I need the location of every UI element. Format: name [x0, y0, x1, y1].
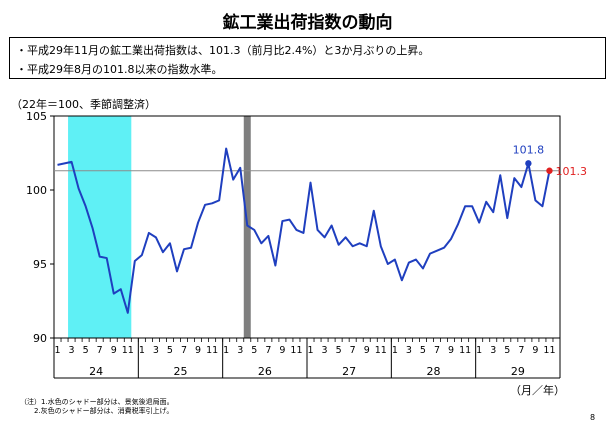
- month-tick-label: 11: [459, 345, 471, 356]
- month-tick-label: 9: [111, 345, 117, 356]
- month-tick-label: 9: [279, 345, 285, 356]
- year-label: 28: [427, 365, 441, 378]
- month-tick-label: 3: [153, 345, 159, 356]
- y-tick-label: 90: [33, 332, 47, 345]
- month-tick-label: 1: [223, 345, 229, 356]
- month-tick-label: 11: [122, 345, 134, 356]
- consumption-tax-shade: [243, 116, 251, 338]
- peak-value-label: 101.8: [513, 143, 545, 156]
- month-tick-label: 9: [448, 345, 454, 356]
- page-title: 鉱工業出荷指数の動向: [222, 13, 393, 33]
- year-label: 24: [89, 365, 103, 378]
- month-tick-label: 1: [54, 345, 60, 356]
- x-axis-label: （月／年）: [510, 383, 565, 397]
- month-tick-label: 5: [167, 345, 173, 356]
- month-tick-label: 7: [518, 345, 524, 356]
- month-tick-label: 11: [206, 345, 218, 356]
- year-label: 29: [511, 365, 525, 378]
- month-tick-label: 11: [543, 345, 555, 356]
- month-tick-label: 7: [350, 345, 356, 356]
- month-tick-label: 7: [265, 345, 271, 356]
- month-tick-label: 5: [83, 345, 89, 356]
- month-tick-label: 1: [139, 345, 145, 356]
- summary-bullet-1: ・平成29年11月の鉱工業出荷指数は、101.3（前月比2.4%）と3か月ぶりの…: [16, 44, 430, 57]
- month-tick-label: 7: [434, 345, 440, 356]
- series-line: [57, 147, 551, 314]
- footnote-2: 2.灰色のシャドー部分は、消費税率引上げ。: [34, 407, 174, 415]
- month-tick-label: 9: [532, 345, 538, 356]
- month-tick-label: 1: [392, 345, 398, 356]
- year-label: 26: [258, 365, 272, 378]
- month-tick-label: 9: [195, 345, 201, 356]
- summary-box: ・平成29年11月の鉱工業出荷指数は、101.3（前月比2.4%）と3か月ぶりの…: [9, 37, 606, 79]
- latest-value-label: 101.3: [555, 165, 587, 178]
- recession-shade: [68, 116, 132, 338]
- summary-bullet-2: ・平成29年8月の101.8以来の指数水準。: [16, 63, 223, 76]
- peak-marker: [525, 160, 532, 167]
- month-tick-label: 7: [97, 345, 103, 356]
- page-number: 8: [590, 413, 596, 422]
- month-tick-label: 5: [251, 345, 257, 356]
- month-tick-label: 5: [420, 345, 426, 356]
- month-tick-label: 3: [69, 345, 75, 356]
- month-tick-label: 3: [490, 345, 496, 356]
- footnote-1: （注）1.水色のシャドー部分は、景気後退局面。: [20, 398, 174, 406]
- month-tick-label: 3: [237, 345, 243, 356]
- unit-note: （22年＝100、季節調整済）: [11, 98, 156, 111]
- y-tick-label: 105: [26, 110, 47, 123]
- month-tick-label: 1: [307, 345, 313, 356]
- year-label: 27: [342, 365, 356, 378]
- latest-marker: [546, 167, 553, 174]
- month-tick-label: 11: [290, 345, 302, 356]
- month-tick-label: 5: [504, 345, 510, 356]
- y-tick-label: 95: [33, 258, 47, 271]
- month-tick-label: 3: [322, 345, 328, 356]
- month-tick-label: 3: [406, 345, 412, 356]
- month-tick-label: 9: [364, 345, 370, 356]
- y-tick-label: 100: [26, 184, 47, 197]
- year-label: 25: [174, 365, 188, 378]
- month-tick-label: 1: [476, 345, 482, 356]
- month-tick-label: 11: [375, 345, 387, 356]
- month-tick-label: 7: [181, 345, 187, 356]
- month-tick-label: 5: [336, 345, 342, 356]
